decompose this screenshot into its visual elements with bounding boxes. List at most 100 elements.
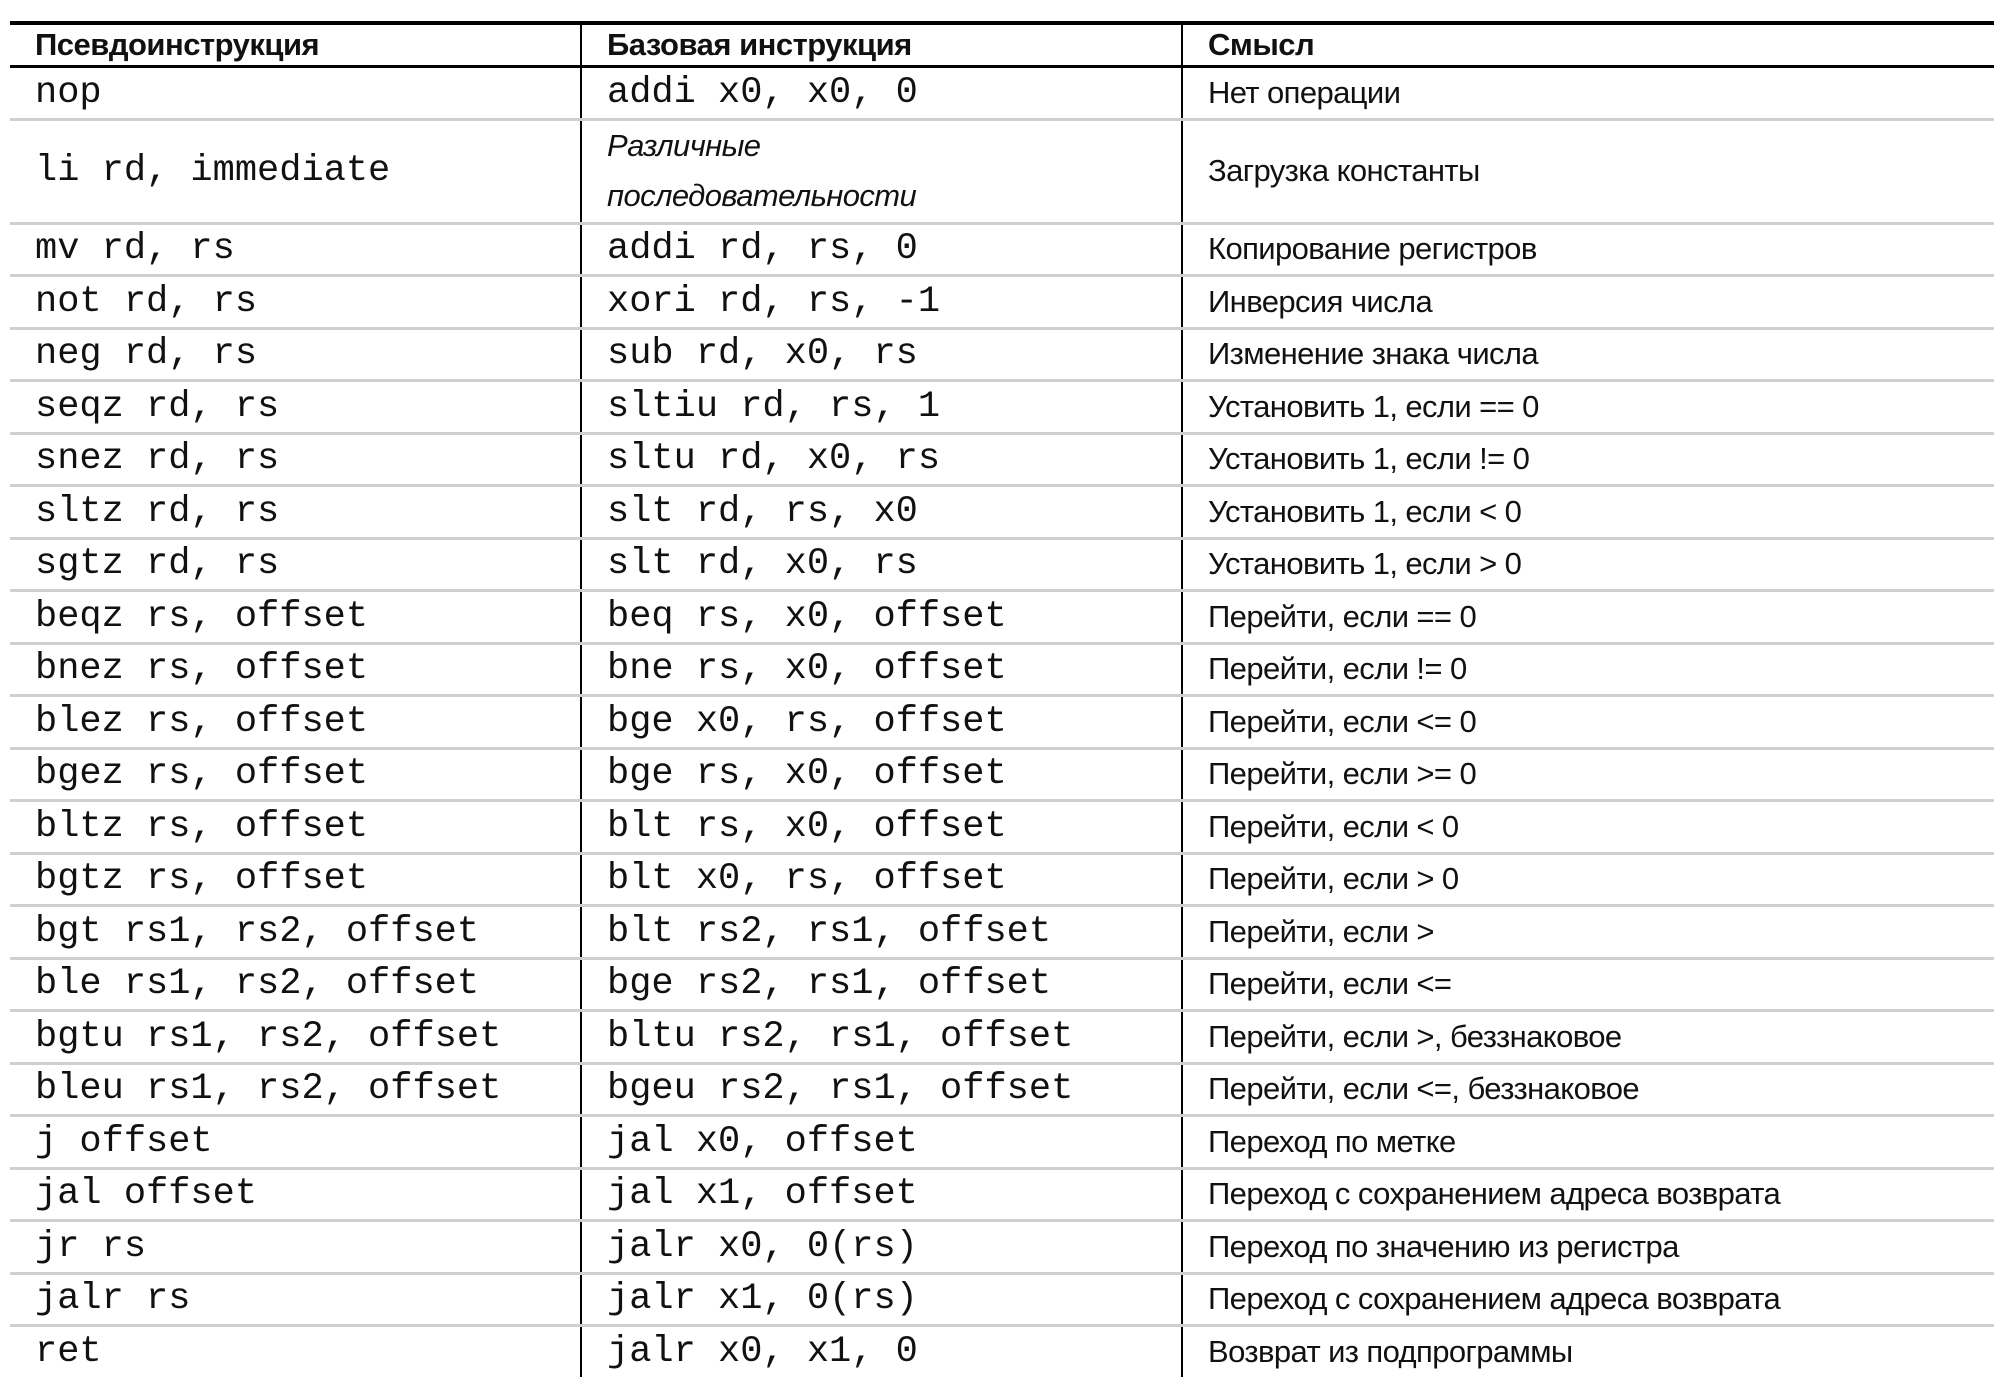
meaning-cell: Загрузка константы <box>1181 117 1994 223</box>
meaning-cell: Установить 1, если > 0 <box>1181 536 1994 591</box>
table-row: jr rs jalr x0, 0(rs) Переход по значению и… <box>10 1219 1994 1273</box>
base-cell: xori rd, rs, -1 <box>580 274 1182 328</box>
meaning-cell: Перейти, если == 0 <box>1181 589 1994 643</box>
table-row: beqz rs, offset beq rs, x0, offset Перейти… <box>10 589 1994 643</box>
header-meaning: Смысл <box>1181 21 1994 68</box>
base-cell: bge rs2, rs1, offset <box>580 956 1182 1011</box>
table-row: mv rd, rs addi rd, rs, 0 Копирование регис… <box>10 221 1994 276</box>
base-cell: addi x0, x0, 0 <box>580 66 1182 119</box>
table-row: ble rs1, rs2, offset bge rs2, rs1, offset… <box>10 956 1994 1011</box>
base-cell: slt rd, x0, rs <box>580 536 1182 591</box>
table-row: bnez rs, offset bne rs, x0, offset Перейти… <box>10 641 1994 696</box>
meaning-cell: Установить 1, если != 0 <box>1181 431 1994 486</box>
meaning-cell: Изменение знака числа <box>1181 326 1994 381</box>
pseudo-cell: bltz rs, offset <box>10 799 581 853</box>
meaning-cell: Перейти, если < 0 <box>1181 799 1994 853</box>
pseudo-cell: seqz rd, rs <box>10 379 581 433</box>
meaning-cell: Перейти, если > <box>1181 904 1994 958</box>
table-row: seqz rd, rs sltiu rd, rs, 1 Установить 1, … <box>10 379 1994 433</box>
pseudo-cell: sltz rd, rs <box>10 484 581 538</box>
meaning-cell: Инверсия числа <box>1181 274 1994 328</box>
base-cell: sub rd, x0, rs <box>580 326 1182 381</box>
base-cell: bne rs, x0, offset <box>580 641 1182 696</box>
meaning-cell: Перейти, если <= 0 <box>1181 694 1994 748</box>
base-cell: jal x1, offset <box>580 1166 1182 1221</box>
meaning-cell: Перейти, если <= <box>1181 956 1994 1011</box>
pseudo-cell: snez rd, rs <box>10 431 581 486</box>
base-cell: slt rd, rs, x0 <box>580 484 1182 538</box>
table-row: bltz rs, offset blt rs, x0, offset Перейти… <box>10 799 1994 853</box>
pseudo-cell: bgez rs, offset <box>10 746 581 801</box>
base-cell: Различные последовательности <box>580 117 1182 223</box>
meaning-cell: Перейти, если > 0 <box>1181 851 1994 906</box>
table-row: blez rs, offset bge x0, rs, offset Перейти… <box>10 694 1994 748</box>
pseudo-cell: mv rd, rs <box>10 221 581 276</box>
table-row: nop addi x0, x0, 0 Нет операции <box>10 66 1994 119</box>
table-row: jalr rs jalr x1, 0(rs) Переход с сохранени… <box>10 1271 1994 1326</box>
base-cell: blt rs2, rs1, offset <box>580 904 1182 958</box>
table-row: sltz rd, rs slt rd, rs, x0 Установить 1, е… <box>10 484 1994 538</box>
table-row: bleu rs1, rs2, offset bgeu rs2, rs1, offs… <box>10 1061 1994 1116</box>
meaning-cell: Переход с сохранением адреса возврата <box>1181 1271 1994 1326</box>
pseudo-cell: ble rs1, rs2, offset <box>10 956 581 1011</box>
pseudo-cell: bgt rs1, rs2, offset <box>10 904 581 958</box>
pseudo-cell: neg rd, rs <box>10 326 581 381</box>
base-cell: sltu rd, x0, rs <box>580 431 1182 486</box>
pseudo-cell: jal offset <box>10 1166 581 1221</box>
pseudo-cell: sgtz rd, rs <box>10 536 581 591</box>
meaning-cell: Переход по значению из регистра <box>1181 1219 1994 1273</box>
meaning-cell: Установить 1, если < 0 <box>1181 484 1994 538</box>
table-row: jal offset jal x1, offset Переход с сохран… <box>10 1166 1994 1221</box>
pseudo-cell: nop <box>35 71 102 114</box>
table-row: snez rd, rs sltu rd, x0, rs Установить 1, … <box>10 431 1994 486</box>
meaning-cell: Переход с сохранением адреса возврата <box>1181 1166 1994 1221</box>
meaning-cell: Возврат из подпрограммы <box>1181 1324 1994 1377</box>
header-row: Псевдоинструкция Базовая инструкция Смыс… <box>10 21 1994 68</box>
base-cell: jalr x1, 0(rs) <box>580 1271 1182 1326</box>
base-cell: blt x0, rs, offset <box>580 851 1182 906</box>
pseudo-cell: jr rs <box>10 1219 581 1273</box>
meaning-cell: Копирование регистров <box>1181 221 1994 276</box>
pseudo-cell: bgtz rs, offset <box>10 851 581 906</box>
meaning-cell: Нет операции <box>1181 66 1994 119</box>
pseudo-cell: li rd, immediate <box>10 117 581 223</box>
base-cell: bltu rs2, rs1, offset <box>580 1009 1182 1063</box>
table-row: j offset jal x0, offset Переход по метке <box>10 1114 1994 1168</box>
table-row: bgtu rs1, rs2, offset bltu rs2, rs1, offs… <box>10 1009 1994 1063</box>
pseudo-cell: bgtu rs1, rs2, offset <box>10 1009 581 1063</box>
table-row: ret jalr x0, x1, 0 Возврат из подпрограммы <box>10 1324 1994 1377</box>
pseudo-cell: bnez rs, offset <box>10 641 581 696</box>
base-cell: sltiu rd, rs, 1 <box>580 379 1182 433</box>
pseudo-cell: bleu rs1, rs2, offset <box>10 1061 581 1116</box>
pseudoinstruction-table: Псевдоинструкция Базовая инструкция Смыс… <box>10 21 1994 1377</box>
pseudo-cell: j offset <box>10 1114 581 1168</box>
table-row: not rd, rs xori rd, rs, -1 Инверсия числа <box>10 274 1994 328</box>
header-base: Базовая инструкция <box>580 21 1182 68</box>
base-cell: bgeu rs2, rs1, offset <box>580 1061 1182 1116</box>
meaning-cell: Перейти, если >, беззнаковое <box>1181 1009 1994 1063</box>
table-row: bgtz rs, offset blt x0, rs, offset Перейти… <box>10 851 1994 906</box>
meaning-cell: Перейти, если <=, беззнаковое <box>1181 1061 1994 1116</box>
meaning-cell: Переход по метке <box>1181 1114 1994 1168</box>
table-row: sgtz rd, rs slt rd, x0, rs Установить 1, е… <box>10 536 1994 591</box>
meaning-cell: Перейти, если != 0 <box>1181 641 1994 696</box>
table-row: bgt rs1, rs2, offset blt rs2, rs1, offset… <box>10 904 1994 958</box>
pseudo-cell: not rd, rs <box>10 274 581 328</box>
table-row: neg rd, rs sub rd, x0, rs Изменение знака … <box>10 326 1994 381</box>
table-row: bgez rs, offset bge rs, x0, offset Перейти… <box>10 746 1994 801</box>
pseudo-cell: ret <box>10 1324 581 1377</box>
pseudo-cell: jalr rs <box>10 1271 581 1326</box>
base-cell: jalr x0, 0(rs) <box>580 1219 1182 1273</box>
meaning-cell: Перейти, если >= 0 <box>1181 746 1994 801</box>
pseudo-cell: blez rs, offset <box>10 694 581 748</box>
base-cell: jal x0, offset <box>580 1114 1182 1168</box>
base-cell: bge rs, x0, offset <box>580 746 1182 801</box>
meaning-cell: Установить 1, если == 0 <box>1181 379 1994 433</box>
base-cell: beq rs, x0, offset <box>580 589 1182 643</box>
base-cell: jalr x0, x1, 0 <box>580 1324 1182 1377</box>
base-cell: blt rs, x0, offset <box>580 799 1182 853</box>
base-cell: bge x0, rs, offset <box>580 694 1182 748</box>
header-pseudo: Псевдоинструкция <box>10 21 581 68</box>
pseudo-cell: beqz rs, offset <box>10 589 581 643</box>
base-cell: addi rd, rs, 0 <box>580 221 1182 276</box>
